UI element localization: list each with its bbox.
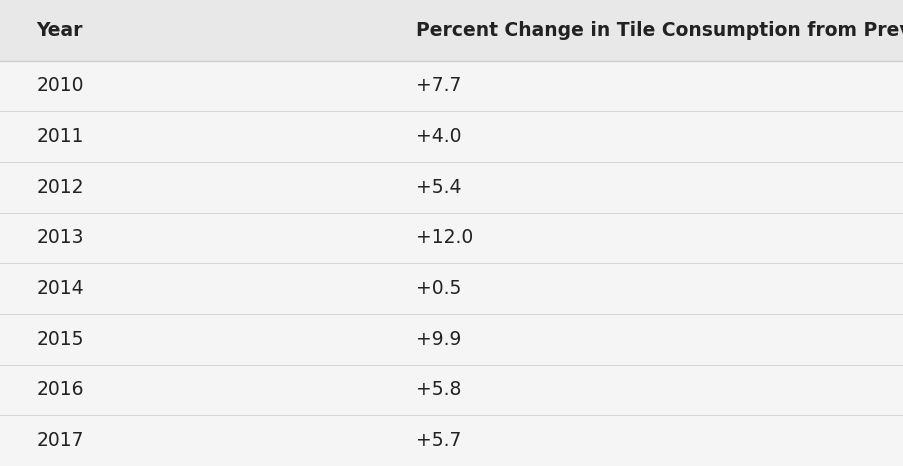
Bar bbox=[0, 263, 903, 314]
Text: +5.8: +5.8 bbox=[415, 380, 461, 399]
Bar bbox=[0, 364, 903, 415]
Text: +4.0: +4.0 bbox=[415, 127, 461, 146]
Bar bbox=[0, 314, 903, 364]
Bar bbox=[0, 111, 903, 162]
Text: Percent Change in Tile Consumption from Previous Year: Percent Change in Tile Consumption from … bbox=[415, 21, 903, 40]
Text: +9.9: +9.9 bbox=[415, 330, 461, 349]
Bar bbox=[0, 61, 903, 111]
Text: 2011: 2011 bbox=[36, 127, 84, 146]
Text: 2014: 2014 bbox=[36, 279, 84, 298]
Text: 2016: 2016 bbox=[36, 380, 84, 399]
Text: 2013: 2013 bbox=[36, 228, 84, 247]
Text: +7.7: +7.7 bbox=[415, 76, 461, 96]
Bar bbox=[0, 212, 903, 263]
Text: 2010: 2010 bbox=[36, 76, 84, 96]
Text: +12.0: +12.0 bbox=[415, 228, 472, 247]
Text: +5.7: +5.7 bbox=[415, 431, 461, 450]
Bar bbox=[0, 415, 903, 466]
Bar bbox=[0, 0, 903, 61]
Text: 2012: 2012 bbox=[36, 178, 84, 197]
Text: 2015: 2015 bbox=[36, 330, 84, 349]
Bar bbox=[0, 162, 903, 212]
Text: +0.5: +0.5 bbox=[415, 279, 461, 298]
Text: +5.4: +5.4 bbox=[415, 178, 461, 197]
Text: 2017: 2017 bbox=[36, 431, 84, 450]
Text: Year: Year bbox=[36, 21, 82, 40]
